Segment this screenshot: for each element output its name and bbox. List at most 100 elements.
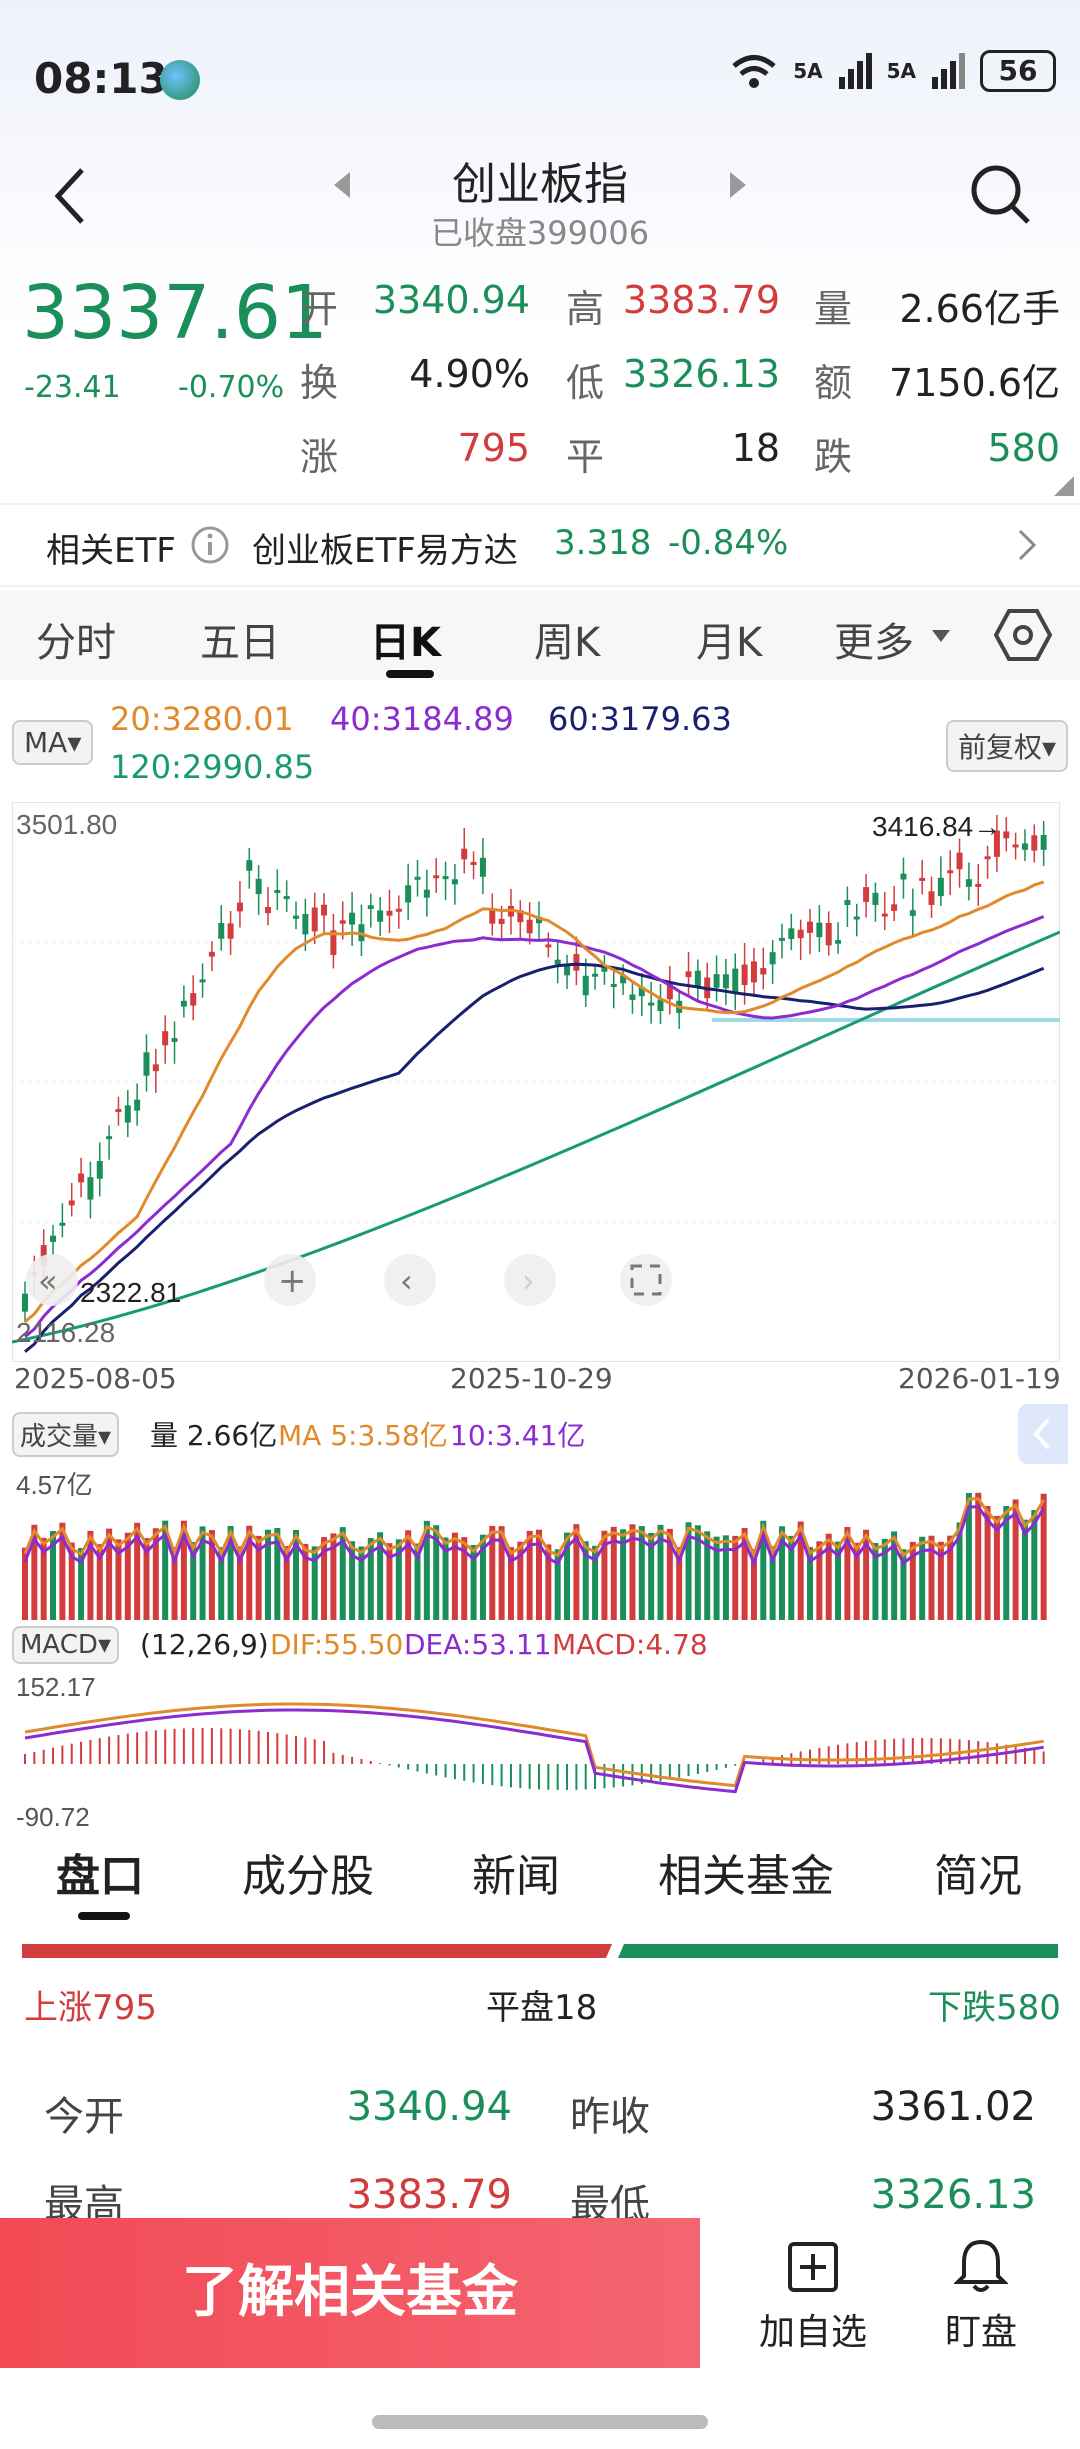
related-etf-row[interactable]: 相关ETF 创业板ETF易方达 3.318 -0.84% bbox=[0, 503, 1080, 587]
kline-candle bbox=[713, 974, 720, 988]
active-tab-indicator bbox=[386, 670, 434, 678]
tab-five-day[interactable]: 五日 bbox=[200, 620, 280, 666]
tab-news[interactable]: 新闻 bbox=[472, 1851, 560, 1902]
kline-candle bbox=[50, 1235, 57, 1242]
volume-bar bbox=[78, 1548, 85, 1620]
price-change: -23.41 bbox=[24, 370, 121, 405]
info-icon[interactable] bbox=[190, 525, 230, 565]
macd-bar bbox=[481, 1764, 484, 1784]
macd-bar bbox=[89, 1739, 92, 1764]
kline-candle bbox=[264, 907, 271, 914]
volume-bar bbox=[657, 1524, 664, 1620]
kline-candle bbox=[1031, 835, 1038, 851]
kline-candle bbox=[965, 879, 972, 887]
kline-candle bbox=[835, 940, 842, 944]
amount-value: 7150.6亿 bbox=[889, 361, 1060, 405]
volume-bar bbox=[536, 1529, 542, 1620]
kline-candle bbox=[694, 970, 701, 987]
caret-down-icon bbox=[932, 630, 950, 642]
expand-corner-icon[interactable] bbox=[1054, 476, 1074, 496]
volume-bar bbox=[451, 1532, 458, 1620]
adjust-selector[interactable]: 前复权▾ bbox=[946, 720, 1069, 772]
macd-bar bbox=[210, 1728, 213, 1764]
volume-bar bbox=[797, 1521, 804, 1620]
tab-monthly-k[interactable]: 月K bbox=[696, 620, 763, 666]
macd-bar bbox=[911, 1738, 914, 1764]
tab-weekly-k[interactable]: 周K bbox=[534, 620, 601, 666]
back-arrow-icon[interactable] bbox=[50, 166, 90, 226]
ma-label: MA bbox=[24, 726, 68, 759]
kline-candle bbox=[685, 971, 692, 978]
macd-bar bbox=[257, 1730, 260, 1764]
prev-close-value: 3361.02 bbox=[870, 2084, 1036, 2130]
volume-value: 2.66亿手 bbox=[899, 287, 1060, 331]
rewind-button[interactable] bbox=[26, 1254, 78, 1306]
fullscreen-button[interactable] bbox=[620, 1254, 672, 1306]
volume-bar bbox=[489, 1525, 496, 1620]
scroll-left-button[interactable] bbox=[384, 1254, 436, 1306]
kline-candle bbox=[236, 902, 243, 912]
kline-candle bbox=[610, 983, 617, 987]
volume-bar bbox=[676, 1547, 683, 1620]
learn-funds-button[interactable]: 了解相关基金 bbox=[0, 2218, 700, 2368]
kline-candle bbox=[451, 879, 458, 885]
macd-chart[interactable]: 152.17 -90.72 bbox=[12, 1672, 1060, 1832]
macd-bar bbox=[52, 1747, 55, 1764]
tab-order-book[interactable]: 盘口 bbox=[56, 1851, 144, 1902]
tab-profile[interactable]: 简况 bbox=[934, 1851, 1022, 1902]
search-icon[interactable] bbox=[968, 162, 1032, 226]
volume-bar bbox=[1021, 1519, 1028, 1620]
volume-bar bbox=[124, 1532, 131, 1620]
macd-bar bbox=[837, 1744, 840, 1764]
volume-bar bbox=[405, 1530, 412, 1620]
macd-bar bbox=[117, 1735, 120, 1764]
macd-selector[interactable]: MACD▾ bbox=[12, 1626, 119, 1664]
kline-candle bbox=[461, 848, 468, 860]
kline-candle bbox=[423, 889, 430, 898]
volume-bar bbox=[171, 1547, 178, 1620]
volume-selector[interactable]: 成交量▾ bbox=[12, 1412, 120, 1457]
add-watchlist-button[interactable]: 加自选 bbox=[728, 2218, 898, 2368]
kline-candle bbox=[919, 877, 926, 881]
flat-count-label: 平 bbox=[566, 435, 605, 479]
ma-selector[interactable]: MA▾ bbox=[12, 720, 94, 765]
scroll-right-button[interactable] bbox=[504, 1254, 556, 1306]
kline-candle bbox=[825, 923, 832, 946]
settings-hex-icon[interactable] bbox=[994, 606, 1052, 664]
volume-bar bbox=[947, 1535, 954, 1620]
macd-bar bbox=[313, 1739, 316, 1764]
volume-bar bbox=[264, 1529, 271, 1620]
volume-bar bbox=[750, 1548, 757, 1620]
macd-bar bbox=[407, 1764, 410, 1770]
macd-bar bbox=[883, 1739, 886, 1764]
tab-intraday[interactable]: 分时 bbox=[36, 620, 116, 666]
clock: 08:13 bbox=[34, 54, 168, 103]
kline-chart[interactable]: 3501.80 2116.28 2322.81 3416.84→ « + ‹ › bbox=[12, 802, 1060, 1362]
macd-bar bbox=[173, 1728, 176, 1764]
volume-bar bbox=[433, 1525, 440, 1620]
watch-button[interactable]: 盯盘 bbox=[896, 2218, 1066, 2368]
kline-candle bbox=[778, 937, 785, 941]
collapse-panel-button[interactable] bbox=[1018, 1404, 1068, 1464]
volume-chart[interactable]: 4.57亿 bbox=[12, 1470, 1060, 1620]
kline-candle bbox=[479, 857, 486, 877]
macd-bar bbox=[930, 1738, 933, 1764]
tab-constituents[interactable]: 成分股 bbox=[242, 1851, 374, 1902]
next-index-icon[interactable] bbox=[726, 170, 750, 200]
kline-candle bbox=[246, 860, 253, 871]
tab-more[interactable]: 更多 bbox=[834, 620, 914, 666]
macd-histogram: MACD:4.78 bbox=[552, 1628, 708, 1661]
kline-candle bbox=[638, 986, 645, 997]
prev-index-icon[interactable] bbox=[330, 170, 354, 200]
macd-bar bbox=[33, 1751, 36, 1764]
macd-bar bbox=[304, 1737, 307, 1764]
kline-candle bbox=[554, 959, 561, 965]
macd-bar bbox=[874, 1740, 877, 1764]
zoom-in-button[interactable] bbox=[264, 1254, 316, 1306]
kline-candle bbox=[124, 1105, 131, 1123]
tab-related-funds[interactable]: 相关基金 bbox=[658, 1851, 834, 1902]
tab-daily-k[interactable]: 日K bbox=[370, 620, 441, 666]
volume-bar bbox=[807, 1547, 814, 1620]
kline-candle bbox=[414, 876, 421, 880]
macd-bar bbox=[762, 1759, 765, 1764]
